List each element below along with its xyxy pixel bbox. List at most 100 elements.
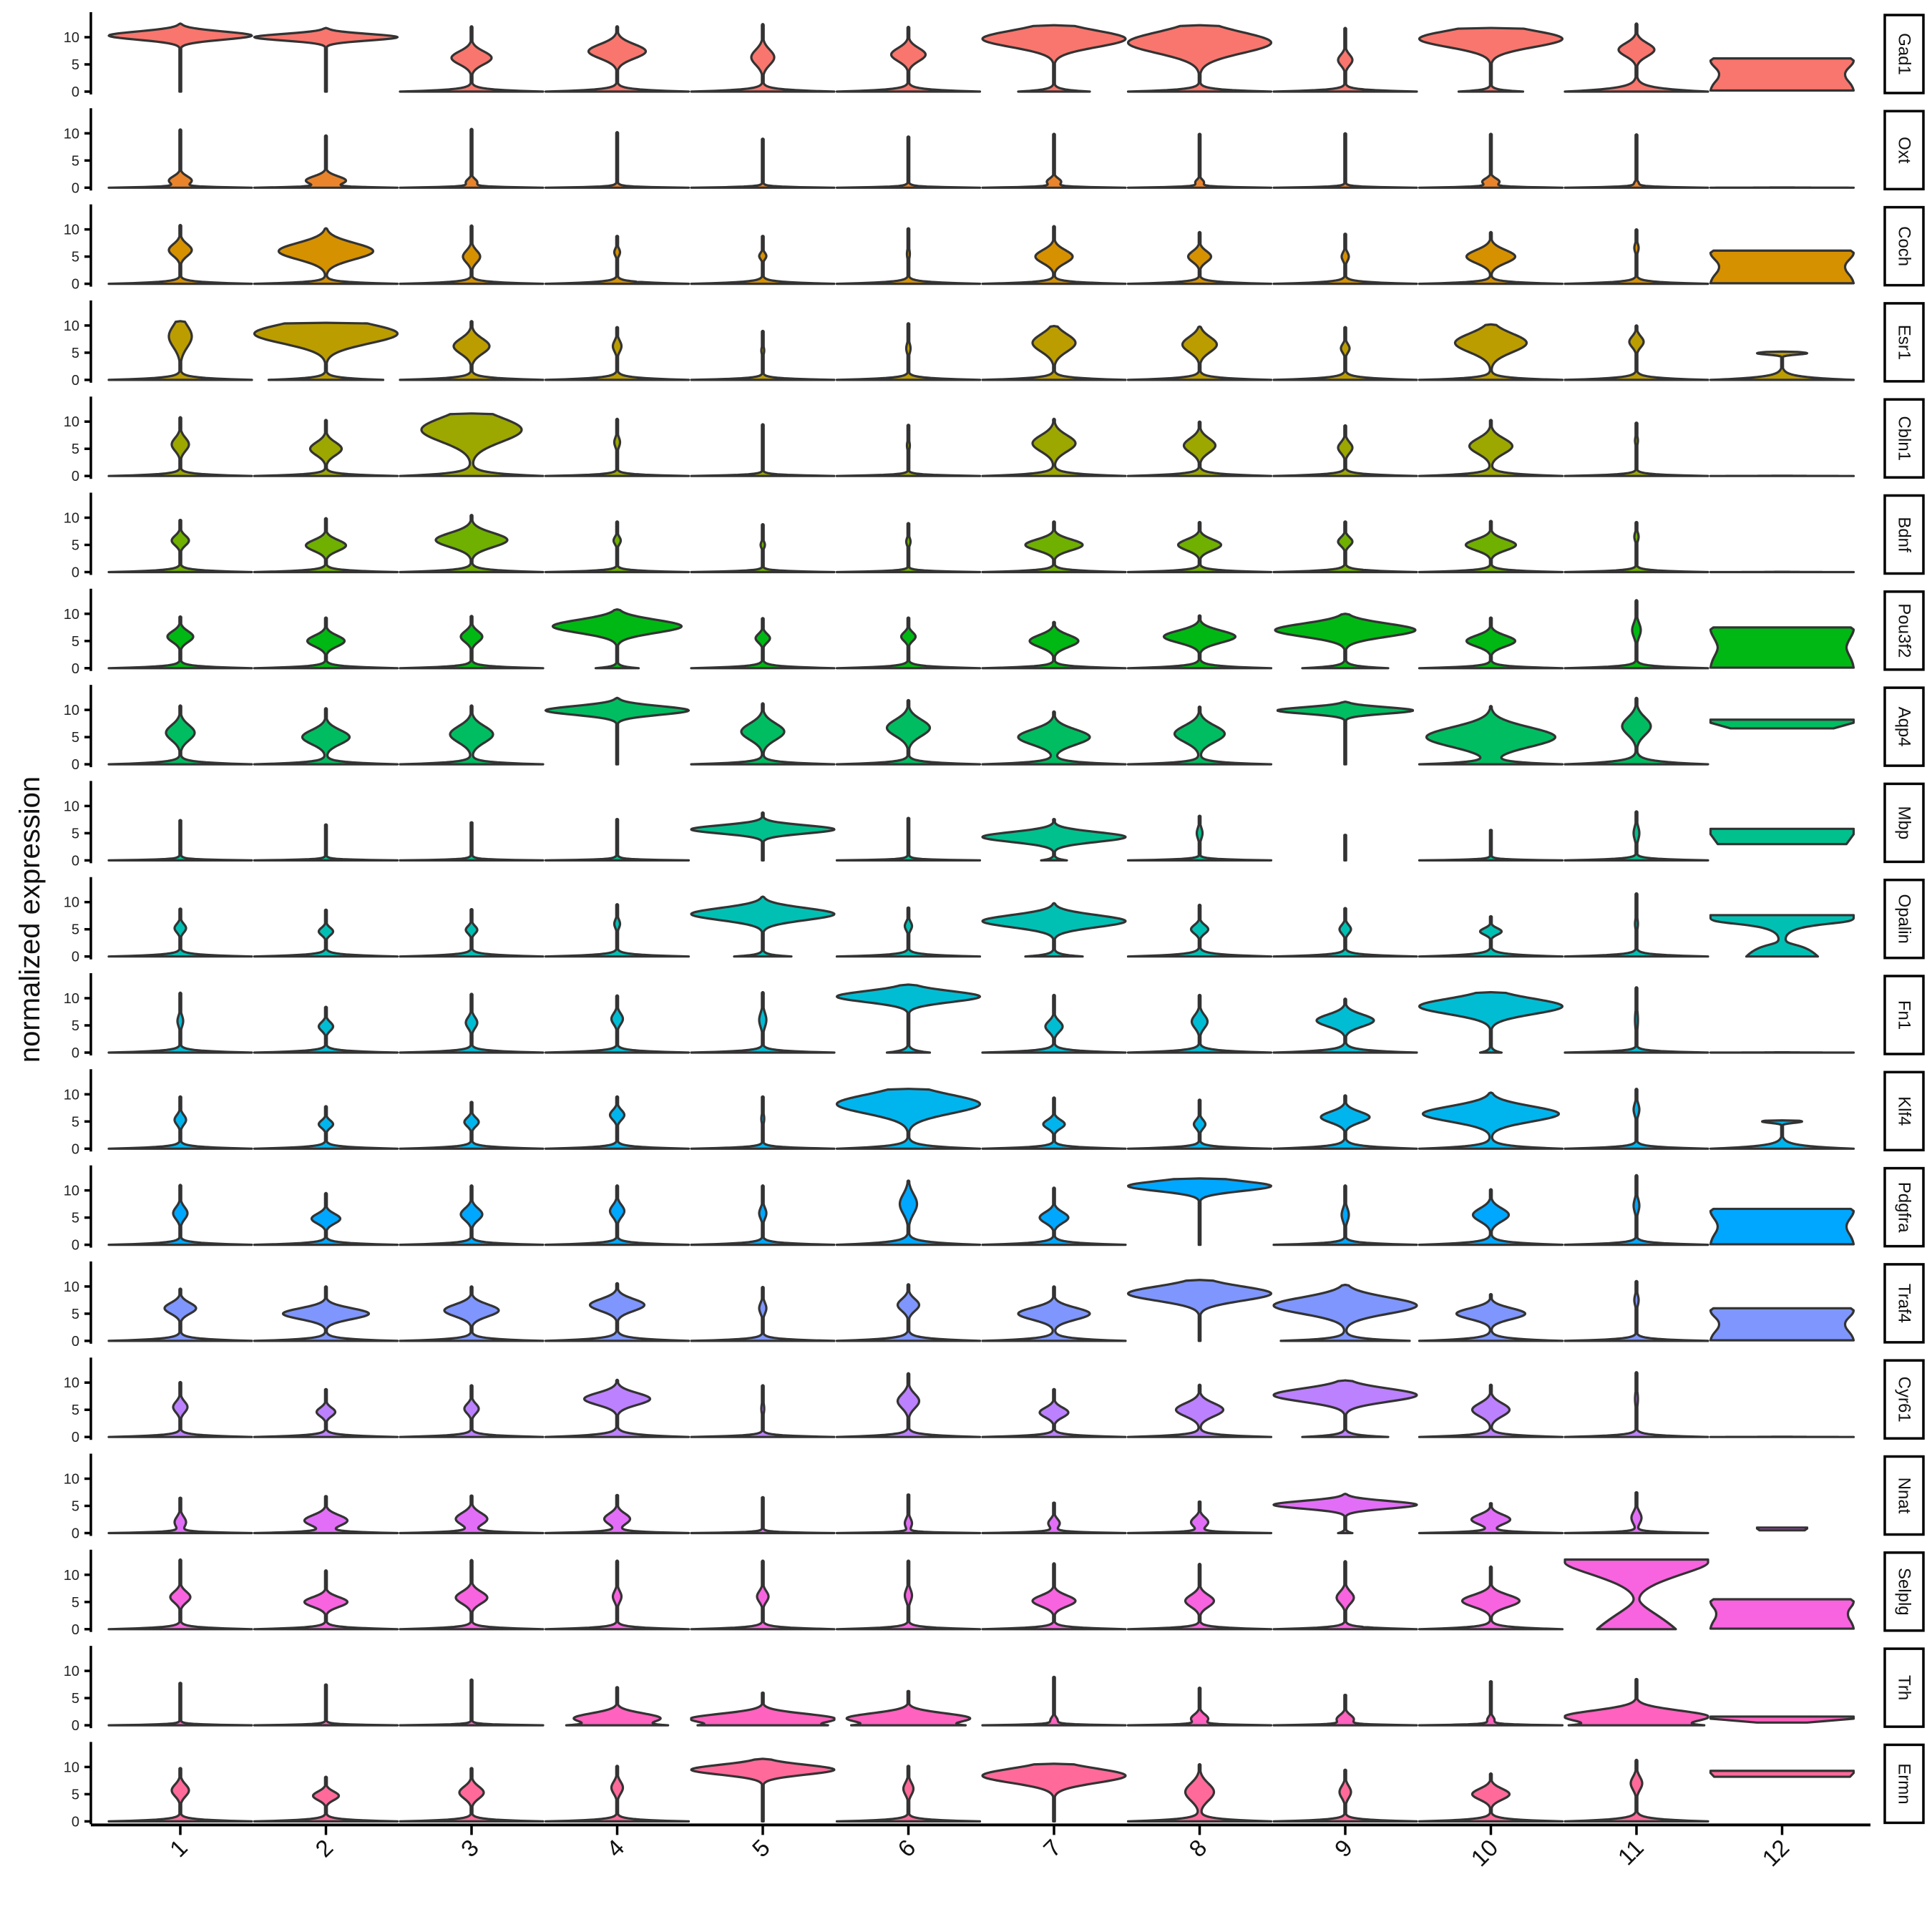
violin-gad1-cluster-10 <box>1418 26 1564 93</box>
violin-fn1-cluster-2 <box>253 1005 399 1054</box>
violin-trh-cluster-9 <box>1272 1693 1418 1727</box>
strip-box <box>1883 1263 1925 1344</box>
x-axis: 1 2 3 4 5 6 7 8 9 10 11 12 <box>91 1823 1870 1871</box>
y-tick-label: 5 <box>72 538 79 554</box>
y-tick-label: 5 <box>72 634 79 650</box>
facet-panel-oxt: 0 5 10 Oxt <box>64 108 1925 196</box>
y-tick-label: 10 <box>64 895 79 911</box>
violin-fn1-cluster-9 <box>1272 997 1418 1054</box>
violin-oxt-cluster-11 <box>1563 133 1709 189</box>
violin-coch-cluster-9 <box>1272 233 1418 286</box>
violin-opalin-cluster-2 <box>253 908 399 958</box>
violin-ermn-cluster-5 <box>690 1757 836 1823</box>
violin-trh-cluster-10 <box>1418 1679 1564 1727</box>
strip-label-mbp: Mbp <box>1895 806 1914 840</box>
violin-fn1-cluster-8 <box>1126 993 1273 1054</box>
facet-panel-selplg: 0 5 10 Selplg <box>64 1549 1925 1638</box>
y-tick-label: 5 <box>72 153 79 169</box>
violin-bdnf-cluster-6 <box>835 522 982 574</box>
violin-traf4-cluster-10 <box>1418 1292 1564 1342</box>
violin-cbln1-cluster-1 <box>107 416 253 477</box>
violin-ermn-cluster-2 <box>253 1775 399 1823</box>
strip-box <box>1883 109 1925 191</box>
x-tick-label-6: 6 <box>892 1834 920 1862</box>
violin-mbp-cluster-3 <box>399 821 545 862</box>
y-tick-label: 10 <box>64 1664 79 1679</box>
violin-gad1-cluster-3 <box>399 25 545 93</box>
y-tick-label: 0 <box>72 1430 79 1445</box>
violin-selplg-cluster-11 <box>1563 1558 1709 1631</box>
violin-coch-cluster-8 <box>1126 230 1273 286</box>
facet-panel-pdgfra: 0 5 10 Pdgfra <box>64 1165 1925 1254</box>
violin-nnat-cluster-4 <box>544 1493 691 1535</box>
facet-panel-bdnf: 0 5 10 Bdnf <box>64 492 1925 581</box>
violin-nnat-cluster-11 <box>1563 1491 1709 1535</box>
y-tick-label: 0 <box>72 1718 79 1734</box>
violin-cyr61-cluster-7 <box>981 1387 1127 1438</box>
violin-klf4-cluster-4 <box>544 1095 691 1150</box>
strip-box <box>1883 302 1925 383</box>
violin-esr1-cluster-5 <box>690 329 836 381</box>
violin-trh-cluster-3 <box>399 1678 545 1727</box>
violin-esr1-cluster-3 <box>399 320 545 381</box>
violin-opalin-cluster-10 <box>1418 914 1564 958</box>
violin-cyr61-cluster-8 <box>1126 1383 1273 1438</box>
violin-aqp4-cluster-10 <box>1418 705 1564 766</box>
violin-selplg-cluster-9 <box>1272 1560 1418 1631</box>
y-tick-label: 0 <box>72 1045 79 1061</box>
y-axis-title: normalized expression <box>14 776 46 1063</box>
violin-nnat-cluster-12 <box>1755 1526 1809 1532</box>
violin-pou3f2-cluster-4 <box>551 608 683 670</box>
violin-aqp4-cluster-11 <box>1563 696 1709 766</box>
facet-panel-klf4: 0 5 10 Klf4 <box>64 1069 1925 1157</box>
violin-opalin-cluster-7 <box>981 902 1127 958</box>
y-tick-label: 0 <box>72 565 79 581</box>
y-tick-label: 5 <box>72 826 79 841</box>
strip-label-cbln1: Cbln1 <box>1895 416 1914 461</box>
violin-bdnf-cluster-11 <box>1563 520 1709 574</box>
violin-selplg-cluster-2 <box>253 1569 399 1631</box>
y-tick-label: 5 <box>72 922 79 938</box>
violin-aqp4-cluster-8 <box>1126 705 1273 766</box>
violin-cyr61-cluster-3 <box>399 1384 545 1438</box>
violin-gad1-cluster-1 <box>107 22 253 93</box>
violin-selplg-cluster-6 <box>835 1559 982 1631</box>
y-tick-label: 5 <box>72 1691 79 1707</box>
violin-bdnf-cluster-4 <box>544 520 691 574</box>
violin-selplg-cluster-1 <box>107 1558 253 1631</box>
violin-traf4-cluster-8 <box>1126 1279 1273 1342</box>
violin-opalin-cluster-4 <box>544 903 691 958</box>
y-tick-label: 0 <box>72 373 79 389</box>
violin-mbp-cluster-11 <box>1563 810 1709 862</box>
violin-traf4-cluster-5 <box>690 1286 836 1342</box>
violin-opalin-cluster-1 <box>107 907 253 958</box>
facet-panel-esr1: 0 5 10 Esr1 <box>64 300 1925 389</box>
violin-esr1-cluster-8 <box>1126 325 1273 381</box>
facet-panels: 0 5 10 Gad1 0 5 10 Oxt 0 5 10 Coch 0 5 10 Esr1 0 5 10 Cbln1… <box>64 12 1925 1830</box>
facet-panel-mbp: 0 5 10 Mbp <box>64 781 1925 869</box>
facet-panel-coch: 0 5 10 Coch <box>64 204 1925 293</box>
violin-mbp-cluster-6 <box>835 816 982 862</box>
x-tick-label-9: 9 <box>1330 1834 1357 1862</box>
violin-pdgfra-cluster-10 <box>1418 1188 1564 1246</box>
y-tick-label: 5 <box>72 441 79 457</box>
violin-trh-cluster-7 <box>981 1675 1127 1727</box>
violin-trh-cluster-1 <box>107 1682 253 1727</box>
strip-box <box>1883 1743 1925 1825</box>
violin-selplg-cluster-3 <box>399 1558 545 1631</box>
strip-label-fn1: Fn1 <box>1895 1000 1914 1030</box>
violin-aqp4-cluster-7 <box>981 710 1127 766</box>
y-tick-label: 10 <box>64 991 79 1007</box>
violin-mbp-cluster-1 <box>107 819 253 862</box>
violin-fn1-cluster-5 <box>690 991 836 1054</box>
violin-cbln1-cluster-6 <box>835 424 982 477</box>
violin-pou3f2-cluster-5 <box>690 617 836 670</box>
violin-pdgfra-cluster-8 <box>1127 1177 1272 1246</box>
strip-label-ermn: Ermn <box>1895 1763 1914 1804</box>
violin-ermn-cluster-7 <box>981 1762 1127 1823</box>
y-tick-label: 0 <box>72 853 79 869</box>
y-tick-label: 10 <box>64 607 79 623</box>
strip-label-oxt: Oxt <box>1895 137 1914 164</box>
violin-ermn-cluster-3 <box>399 1767 545 1823</box>
